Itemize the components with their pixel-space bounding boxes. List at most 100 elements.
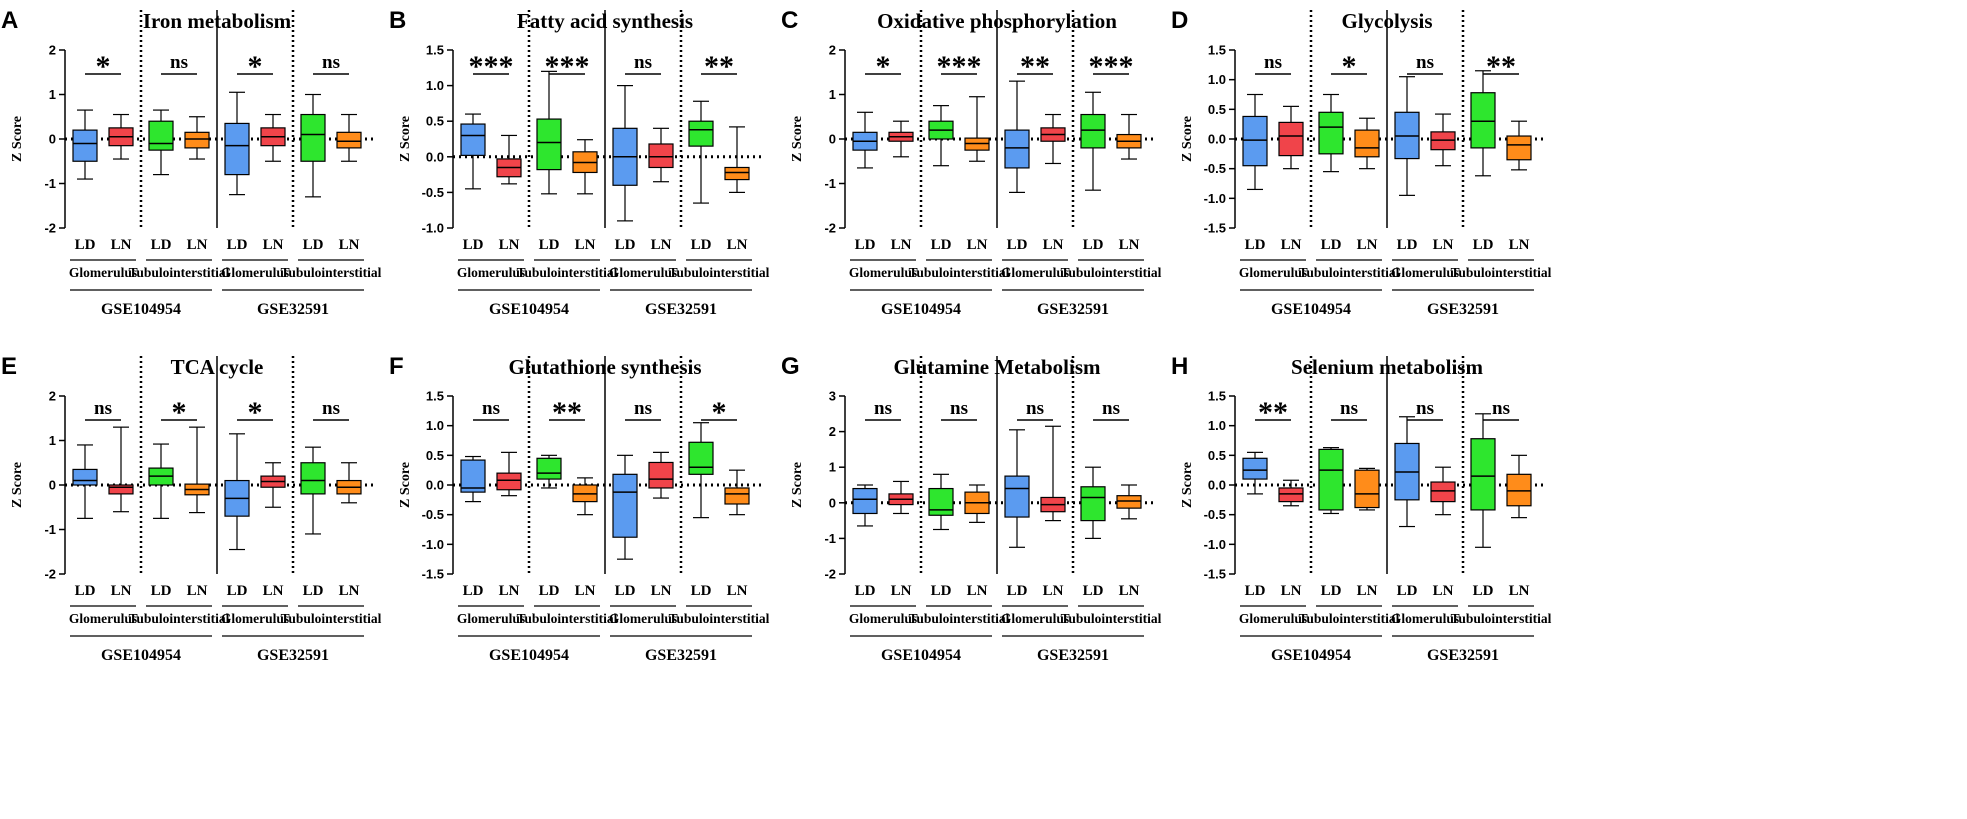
tissue-label: Glomerulus (609, 265, 677, 280)
dataset-label: GSE104954 (1271, 301, 1351, 318)
iqr-box (224, 122, 250, 176)
box-gse32591-tubulointerstitial-ld (1470, 413, 1496, 548)
group-label: LN (263, 583, 284, 599)
group-label: LN (1281, 583, 1302, 599)
group-label: LD (303, 583, 324, 599)
iqr-box (1354, 469, 1380, 509)
y-tick-label: 1.0 (1208, 418, 1226, 433)
chart-panel-f: F Glutathione synthesis-1.5-1.0-0.50.00.5… (389, 353, 770, 664)
box-gse104954-tubulointerstitial-ln (964, 96, 990, 162)
y-tick-label: 0 (829, 132, 836, 147)
significance-label: ns (1264, 52, 1282, 73)
group-label: LD (303, 237, 324, 253)
iqr-box (1318, 111, 1344, 155)
panel-letter: B (389, 7, 406, 34)
iqr-box (1080, 486, 1106, 522)
y-tick-label: -2 (824, 567, 836, 582)
group-label: LN (727, 583, 748, 599)
tissue-label: Tubulointerstitial (281, 265, 382, 280)
group-label: LN (1509, 583, 1530, 599)
box-gse32591-glomerulus-ln (260, 462, 286, 508)
box-gse104954-glomerulus-ln (108, 426, 134, 513)
iqr-box (496, 472, 522, 491)
significance-label: ns (170, 52, 188, 73)
group-label: LD (151, 583, 172, 599)
box-gse32591-tubulointerstitial-ln (724, 126, 750, 193)
tissue-label: Tubulointerstitial (1061, 265, 1162, 280)
group-label: LD (151, 237, 172, 253)
box-gse32591-tubulointerstitial-ld (1470, 70, 1496, 177)
iqr-box (300, 462, 326, 495)
group-label: LN (499, 237, 520, 253)
significance-label: *** (1089, 50, 1134, 83)
tissue-label: Glomerulus (69, 265, 137, 280)
box-gse104954-tubulointerstitial-ld (1318, 447, 1344, 515)
dataset-label: GSE32591 (1427, 301, 1499, 318)
group-label: LD (539, 583, 560, 599)
box-gse32591-tubulointerstitial-ln (1116, 484, 1142, 520)
box-gse32591-glomerulus-ln (1040, 113, 1066, 165)
tissue-label: Tubulointerstitial (909, 611, 1010, 626)
tissue-label: Tubulointerstitial (1299, 611, 1400, 626)
group-label: LN (263, 237, 284, 253)
iqr-box (1354, 129, 1380, 158)
iqr-box (460, 123, 486, 156)
significance-label: * (96, 50, 111, 83)
group-label: LD (75, 237, 96, 253)
tissue-label: Tubulointerstitial (129, 611, 230, 626)
box-gse104954-tubulointerstitial-ld (928, 473, 954, 531)
box-gse104954-tubulointerstitial-ln (1354, 117, 1380, 170)
iqr-box (72, 468, 98, 486)
group-label: LD (1397, 237, 1418, 253)
significance-label: *** (937, 50, 982, 83)
box-gse104954-tubulointerstitial-ln (184, 116, 210, 160)
iqr-box (1430, 481, 1456, 503)
y-tick-label: 0.5 (426, 114, 444, 129)
y-tick-label: 2 (49, 389, 56, 404)
box-gse32591-tubulointerstitial-ld (300, 446, 326, 535)
significance-label: * (248, 396, 263, 429)
box-gse104954-tubulointerstitial-ld (148, 443, 174, 519)
y-tick-label: -1.5 (1204, 567, 1226, 582)
y-tick-label: 1.5 (1208, 43, 1226, 58)
y-tick-label: 0 (49, 132, 56, 147)
y-tick-label: -1.0 (1204, 191, 1226, 206)
iqr-box (1080, 113, 1106, 149)
tissue-label: Tubulointerstitial (129, 265, 230, 280)
box-gse104954-glomerulus-ld (1242, 93, 1268, 191)
iqr-box (300, 113, 326, 162)
iqr-box (1470, 92, 1496, 149)
chart-panel-d: D Glycolysis-1.5-1.0-0.50.00.51.01.5Z Sco… (1171, 7, 1552, 318)
group-label: LN (111, 583, 132, 599)
group-label: LD (1245, 583, 1266, 599)
tissue-label: Glomerulus (1391, 265, 1459, 280)
y-tick-label: -1.0 (1204, 537, 1226, 552)
y-tick-label: -2 (824, 221, 836, 236)
box-gse32591-glomerulus-ln (260, 113, 286, 162)
box-gse104954-tubulointerstitial-ln (572, 139, 598, 195)
box-gse104954-tubulointerstitial-ln (572, 477, 598, 516)
group-label: LN (1433, 237, 1454, 253)
group-label: LD (227, 583, 248, 599)
tissue-label: Tubulointerstitial (517, 611, 618, 626)
group-label: LN (339, 583, 360, 599)
y-tick-label: -1 (44, 522, 56, 537)
iqr-box (648, 143, 674, 169)
y-tick-label: -1 (824, 531, 836, 546)
y-tick-label: -1.5 (422, 567, 444, 582)
group-label: LN (499, 583, 520, 599)
significance-label: ** (704, 50, 734, 83)
group-label: LN (1357, 583, 1378, 599)
group-label: LD (691, 237, 712, 253)
box-gse104954-glomerulus-ln (1278, 479, 1304, 507)
y-tick-label: 0 (829, 495, 836, 510)
box-gse32591-glomerulus-ld (612, 454, 638, 560)
iqr-box (724, 166, 750, 181)
group-label: LD (931, 583, 952, 599)
tissue-label: Tubulointerstitial (1451, 265, 1552, 280)
group-label: LN (891, 583, 912, 599)
y-axis-label: Z Score (10, 462, 25, 508)
y-axis-label: Z Score (398, 116, 413, 162)
